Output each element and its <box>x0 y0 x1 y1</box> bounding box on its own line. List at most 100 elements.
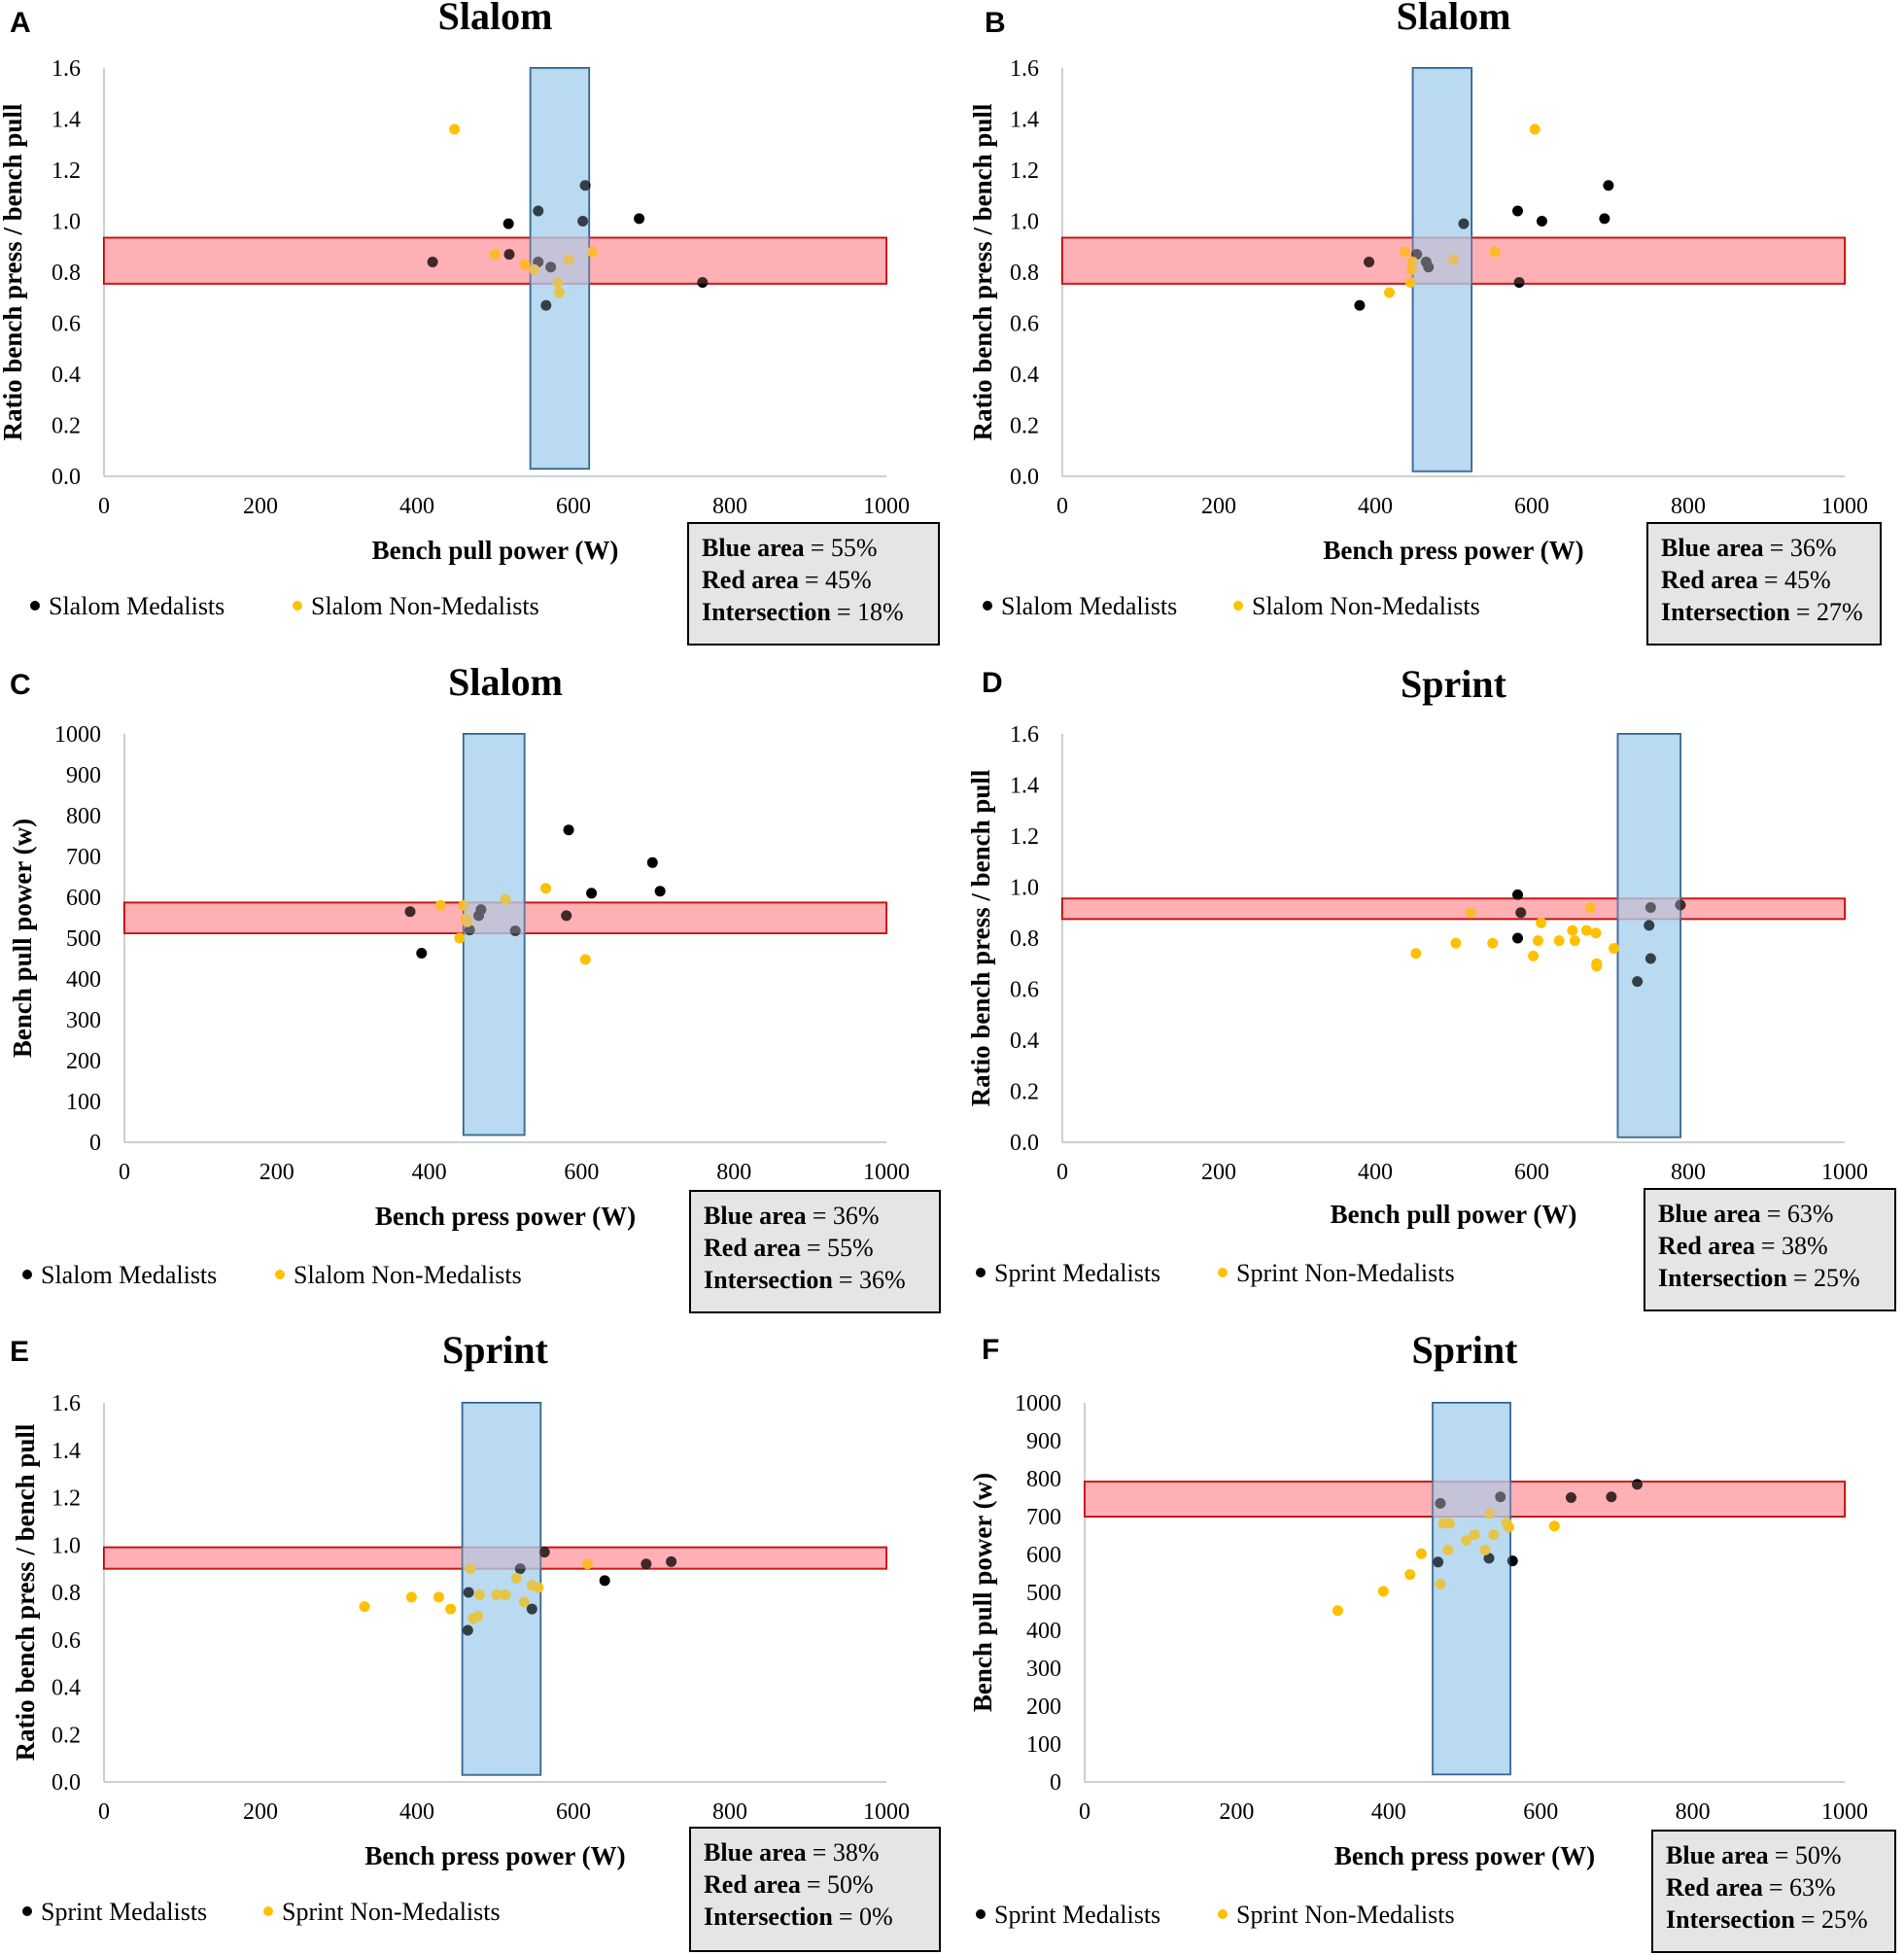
data-point <box>1512 205 1524 217</box>
y-axis-label: Ratio bench press / bench pull <box>0 103 27 440</box>
y-tick-label: 0.0 <box>52 465 81 490</box>
blue-band <box>1616 733 1681 1138</box>
y-tick-label: 1.2 <box>1010 158 1039 184</box>
data-point <box>1536 216 1547 227</box>
stat-value: = 50% <box>807 1870 874 1899</box>
x-tick-label: 400 <box>1358 1160 1393 1185</box>
data-point <box>1512 889 1524 900</box>
data-point <box>1503 1521 1514 1533</box>
y-axis-label: Ratio bench press / bench pull <box>966 769 995 1106</box>
series-medalists <box>462 1547 677 1636</box>
data-point <box>1383 287 1395 298</box>
x-tick-label: 400 <box>412 1160 447 1185</box>
red-band-tint <box>124 902 886 933</box>
stat-label: Intersection <box>1666 1905 1795 1934</box>
stats-box: Blue area = 36%Red area = 55%Intersection =… <box>689 1190 941 1313</box>
blue-band-tint <box>463 734 525 1135</box>
data-point <box>433 1591 445 1603</box>
stat-label: Red area <box>702 566 799 594</box>
data-point <box>1515 907 1527 919</box>
panel-letter: F <box>982 1334 999 1366</box>
x-tick-label: 0 <box>1056 1160 1068 1185</box>
blue-band-tint <box>462 1403 541 1775</box>
legend-marker-medalists <box>30 601 40 611</box>
data-point <box>1423 262 1435 273</box>
blue-band-tint <box>530 68 590 470</box>
x-tick-label: 0 <box>119 1160 130 1185</box>
y-tick-label: 0.4 <box>1010 1029 1039 1054</box>
x-tick-label: 0 <box>1056 494 1068 519</box>
data-point <box>1479 1544 1491 1555</box>
series-medalists <box>404 824 666 960</box>
stat-label: Red area <box>704 1234 801 1262</box>
stat-label: Red area <box>1658 1232 1755 1260</box>
y-tick-label: 1.6 <box>52 1391 81 1416</box>
legend-label-non-medalists: Sprint Non-Medalists <box>1236 1259 1455 1287</box>
data-point <box>1377 1586 1389 1597</box>
data-point <box>646 856 658 868</box>
stat-value: = 36% <box>813 1202 880 1230</box>
legend-marker-medalists <box>976 1268 986 1277</box>
x-tick-label: 0 <box>98 494 110 519</box>
y-tick-label: 0.4 <box>52 363 81 388</box>
data-point <box>1488 1529 1500 1541</box>
data-point <box>500 1588 511 1600</box>
y-tick-label: 0.0 <box>1010 1131 1039 1156</box>
stat-label: Intersection <box>1658 1264 1787 1292</box>
data-point <box>1458 218 1470 229</box>
x-tick-label: 0 <box>98 1799 110 1825</box>
stats-box-frame <box>687 522 940 646</box>
y-tick-label: 0.2 <box>1010 1080 1039 1105</box>
stat-value: = 38% <box>1761 1232 1828 1260</box>
data-point <box>1567 925 1578 936</box>
data-point <box>462 916 473 927</box>
panel-e: E Sprint 0 200 400 600 800 1000 0.0 0.2 0.4 0.6 0.8 1… <box>10 1328 941 1952</box>
series-medalists <box>1354 180 1614 311</box>
y-tick-label: 0.8 <box>52 1581 81 1606</box>
data-point <box>473 1588 485 1600</box>
x-tick-label: 600 <box>1514 1160 1549 1185</box>
data-point <box>533 205 544 217</box>
series-medalists <box>1512 889 1686 988</box>
x-axis-label: Bench pull power (W) <box>372 536 619 565</box>
x-tick-label: 400 <box>399 1799 434 1825</box>
data-point <box>1609 943 1620 954</box>
y-tick-label: 0.4 <box>1010 363 1039 388</box>
y-tick-label: 0 <box>1050 1770 1061 1796</box>
y-tick-label: 1.4 <box>52 1439 81 1464</box>
data-point <box>1400 246 1411 258</box>
y-tick-label: 0.0 <box>1010 465 1039 490</box>
legend-marker-medalists <box>983 601 992 611</box>
data-point <box>1553 935 1565 947</box>
x-tick-label: 200 <box>1201 494 1236 519</box>
data-point <box>1506 1555 1518 1567</box>
y-tick-label: 400 <box>66 967 101 993</box>
y-tick-label: 0.6 <box>52 1628 81 1654</box>
data-point <box>540 883 552 894</box>
panel-letter: A <box>10 7 31 39</box>
x-axis-label: Bench press power (W) <box>375 1202 636 1231</box>
y-tick-label: 0.6 <box>1010 312 1039 337</box>
data-point <box>514 1563 526 1575</box>
stats-box: Blue area = 38% Red area = 50% Intersection =… <box>689 1827 941 1952</box>
data-point <box>1433 1556 1444 1568</box>
y-tick-label: 1000 <box>1015 1391 1061 1416</box>
x-tick-label: 200 <box>243 1799 278 1825</box>
data-point <box>1644 902 1656 913</box>
data-point <box>1450 937 1462 949</box>
legend-label-non-medalists: Sprint Non-Medalists <box>282 1898 501 1926</box>
data-point <box>462 1624 473 1636</box>
y-tick-label: 1.4 <box>1010 774 1039 799</box>
chart-title: Sprint <box>1412 1328 1519 1372</box>
data-point <box>1632 1479 1644 1490</box>
x-tick-label: 200 <box>243 494 278 519</box>
stat-label: Red area <box>1661 566 1758 594</box>
legend-label-non-medalists: Slalom Non-Medalists <box>294 1261 522 1289</box>
stats-box-frame <box>1646 522 1882 646</box>
data-point <box>1512 932 1524 944</box>
stat-value: = 55% <box>807 1234 874 1262</box>
x-tick-label: 1000 <box>863 1799 910 1825</box>
blue-band-tint <box>1617 734 1680 1137</box>
data-point <box>1548 1520 1560 1532</box>
data-point <box>458 899 469 911</box>
